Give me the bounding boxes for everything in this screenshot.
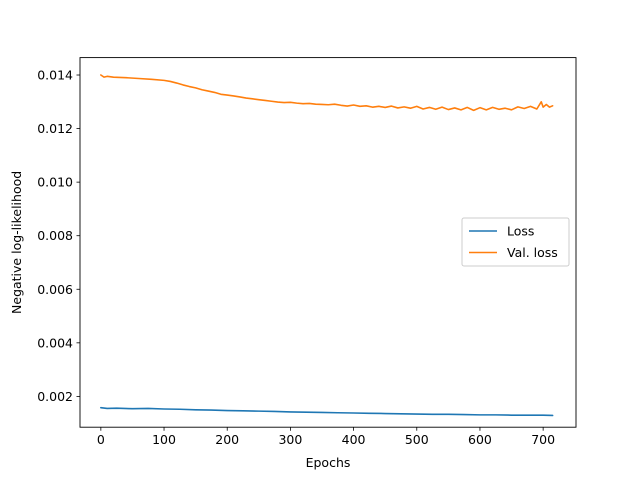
y-tick-label: 0.002 <box>37 389 73 404</box>
x-tick-label: 0 <box>97 432 105 447</box>
legend: Loss Val. loss <box>461 217 570 267</box>
series-line-val-loss <box>100 74 554 112</box>
y-tick-label: 0.012 <box>37 121 73 136</box>
x-tick-label: 100 <box>152 432 176 447</box>
x-tick-label: 200 <box>215 432 239 447</box>
x-tick-label: 300 <box>278 432 302 447</box>
plot-frame <box>79 57 577 428</box>
x-tick-label: 500 <box>405 432 429 447</box>
legend-label-loss: Loss <box>507 224 534 239</box>
y-tick-label: 0.010 <box>37 175 73 190</box>
legend-label-val-loss: Val. loss <box>507 245 558 260</box>
x-axis-title: Epochs <box>306 455 351 470</box>
y-tick-label: 0.006 <box>37 282 73 297</box>
y-axis-title: Negative log-likelihood <box>9 171 24 314</box>
y-axis: 0.002 0.004 0.006 0.008 0.010 0.012 0.014 <box>37 68 80 404</box>
x-tick-label: 600 <box>468 432 492 447</box>
y-tick-label: 0.004 <box>37 335 73 350</box>
series-layer <box>100 74 554 417</box>
x-tick-label: 700 <box>531 432 555 447</box>
y-tick-label: 0.008 <box>37 228 73 243</box>
x-axis: 0 100 200 300 400 500 600 700 <box>97 427 555 447</box>
x-tick-label: 400 <box>342 432 366 447</box>
legend-box <box>461 217 570 267</box>
series-line-loss <box>100 406 554 417</box>
y-tick-label: 0.014 <box>37 68 73 83</box>
